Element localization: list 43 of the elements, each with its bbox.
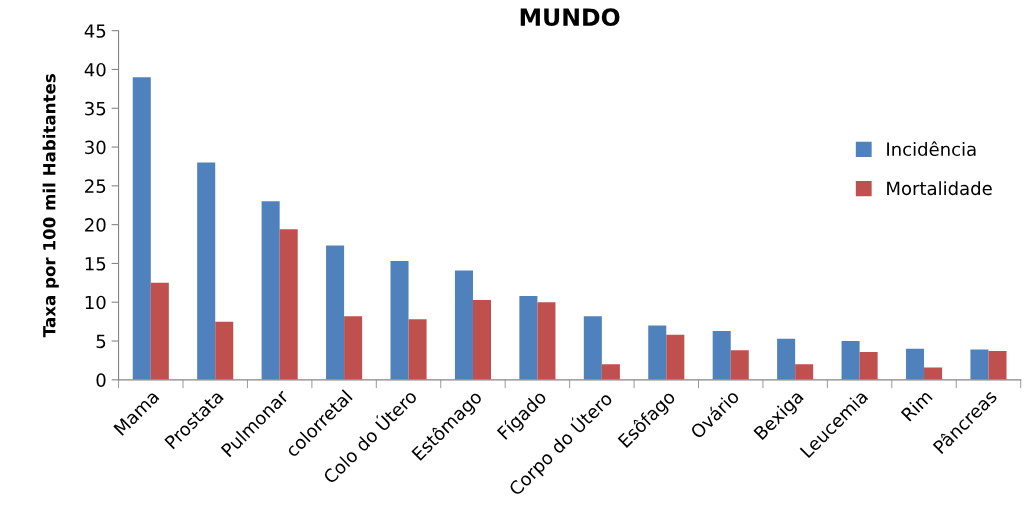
bar: [601, 364, 620, 380]
bar: [279, 229, 298, 380]
bar: [390, 261, 409, 380]
bar: [924, 367, 943, 380]
y-tick-label: 20: [85, 218, 106, 232]
chart-title: MUNDO: [520, 8, 620, 27]
bar: [519, 296, 538, 380]
x-tick-label: Rim: [900, 389, 933, 422]
bar: [472, 299, 492, 380]
bar: [326, 245, 345, 380]
bar: [777, 338, 796, 380]
bar: [730, 350, 749, 380]
y-tick-label: 30: [85, 140, 106, 155]
bar: [197, 162, 216, 380]
y-tick-label: 15: [85, 257, 106, 271]
bar: [132, 77, 151, 380]
bar: [988, 351, 1007, 380]
y-tick-label: 45: [84, 24, 106, 38]
bar: [261, 201, 280, 380]
y-tick-label: 5: [96, 334, 106, 349]
legend-label: Incidência: [887, 141, 976, 157]
y-axis-title: Taxa por 100 mil Habitantes: [42, 74, 59, 338]
bar: [537, 302, 556, 380]
bar: [215, 321, 234, 380]
bar: [712, 330, 731, 380]
bar: [970, 349, 989, 380]
y-tick-label: 40: [84, 62, 106, 77]
y-tick-label: 25: [85, 179, 106, 193]
bar: [666, 334, 685, 380]
bar: [408, 319, 427, 380]
bar: [583, 316, 602, 380]
y-tick-label: 35: [85, 101, 106, 116]
y-tick-label: 0: [96, 373, 106, 387]
bar: [344, 316, 363, 380]
bar: [905, 348, 925, 380]
legend-label: Mortalidade: [887, 181, 992, 196]
bar: [859, 351, 878, 380]
bar: [795, 364, 814, 380]
y-tick-label: 10: [85, 295, 106, 310]
bar: [150, 282, 169, 380]
bar: [648, 325, 667, 380]
bar: [454, 270, 473, 380]
bar: [841, 341, 860, 380]
